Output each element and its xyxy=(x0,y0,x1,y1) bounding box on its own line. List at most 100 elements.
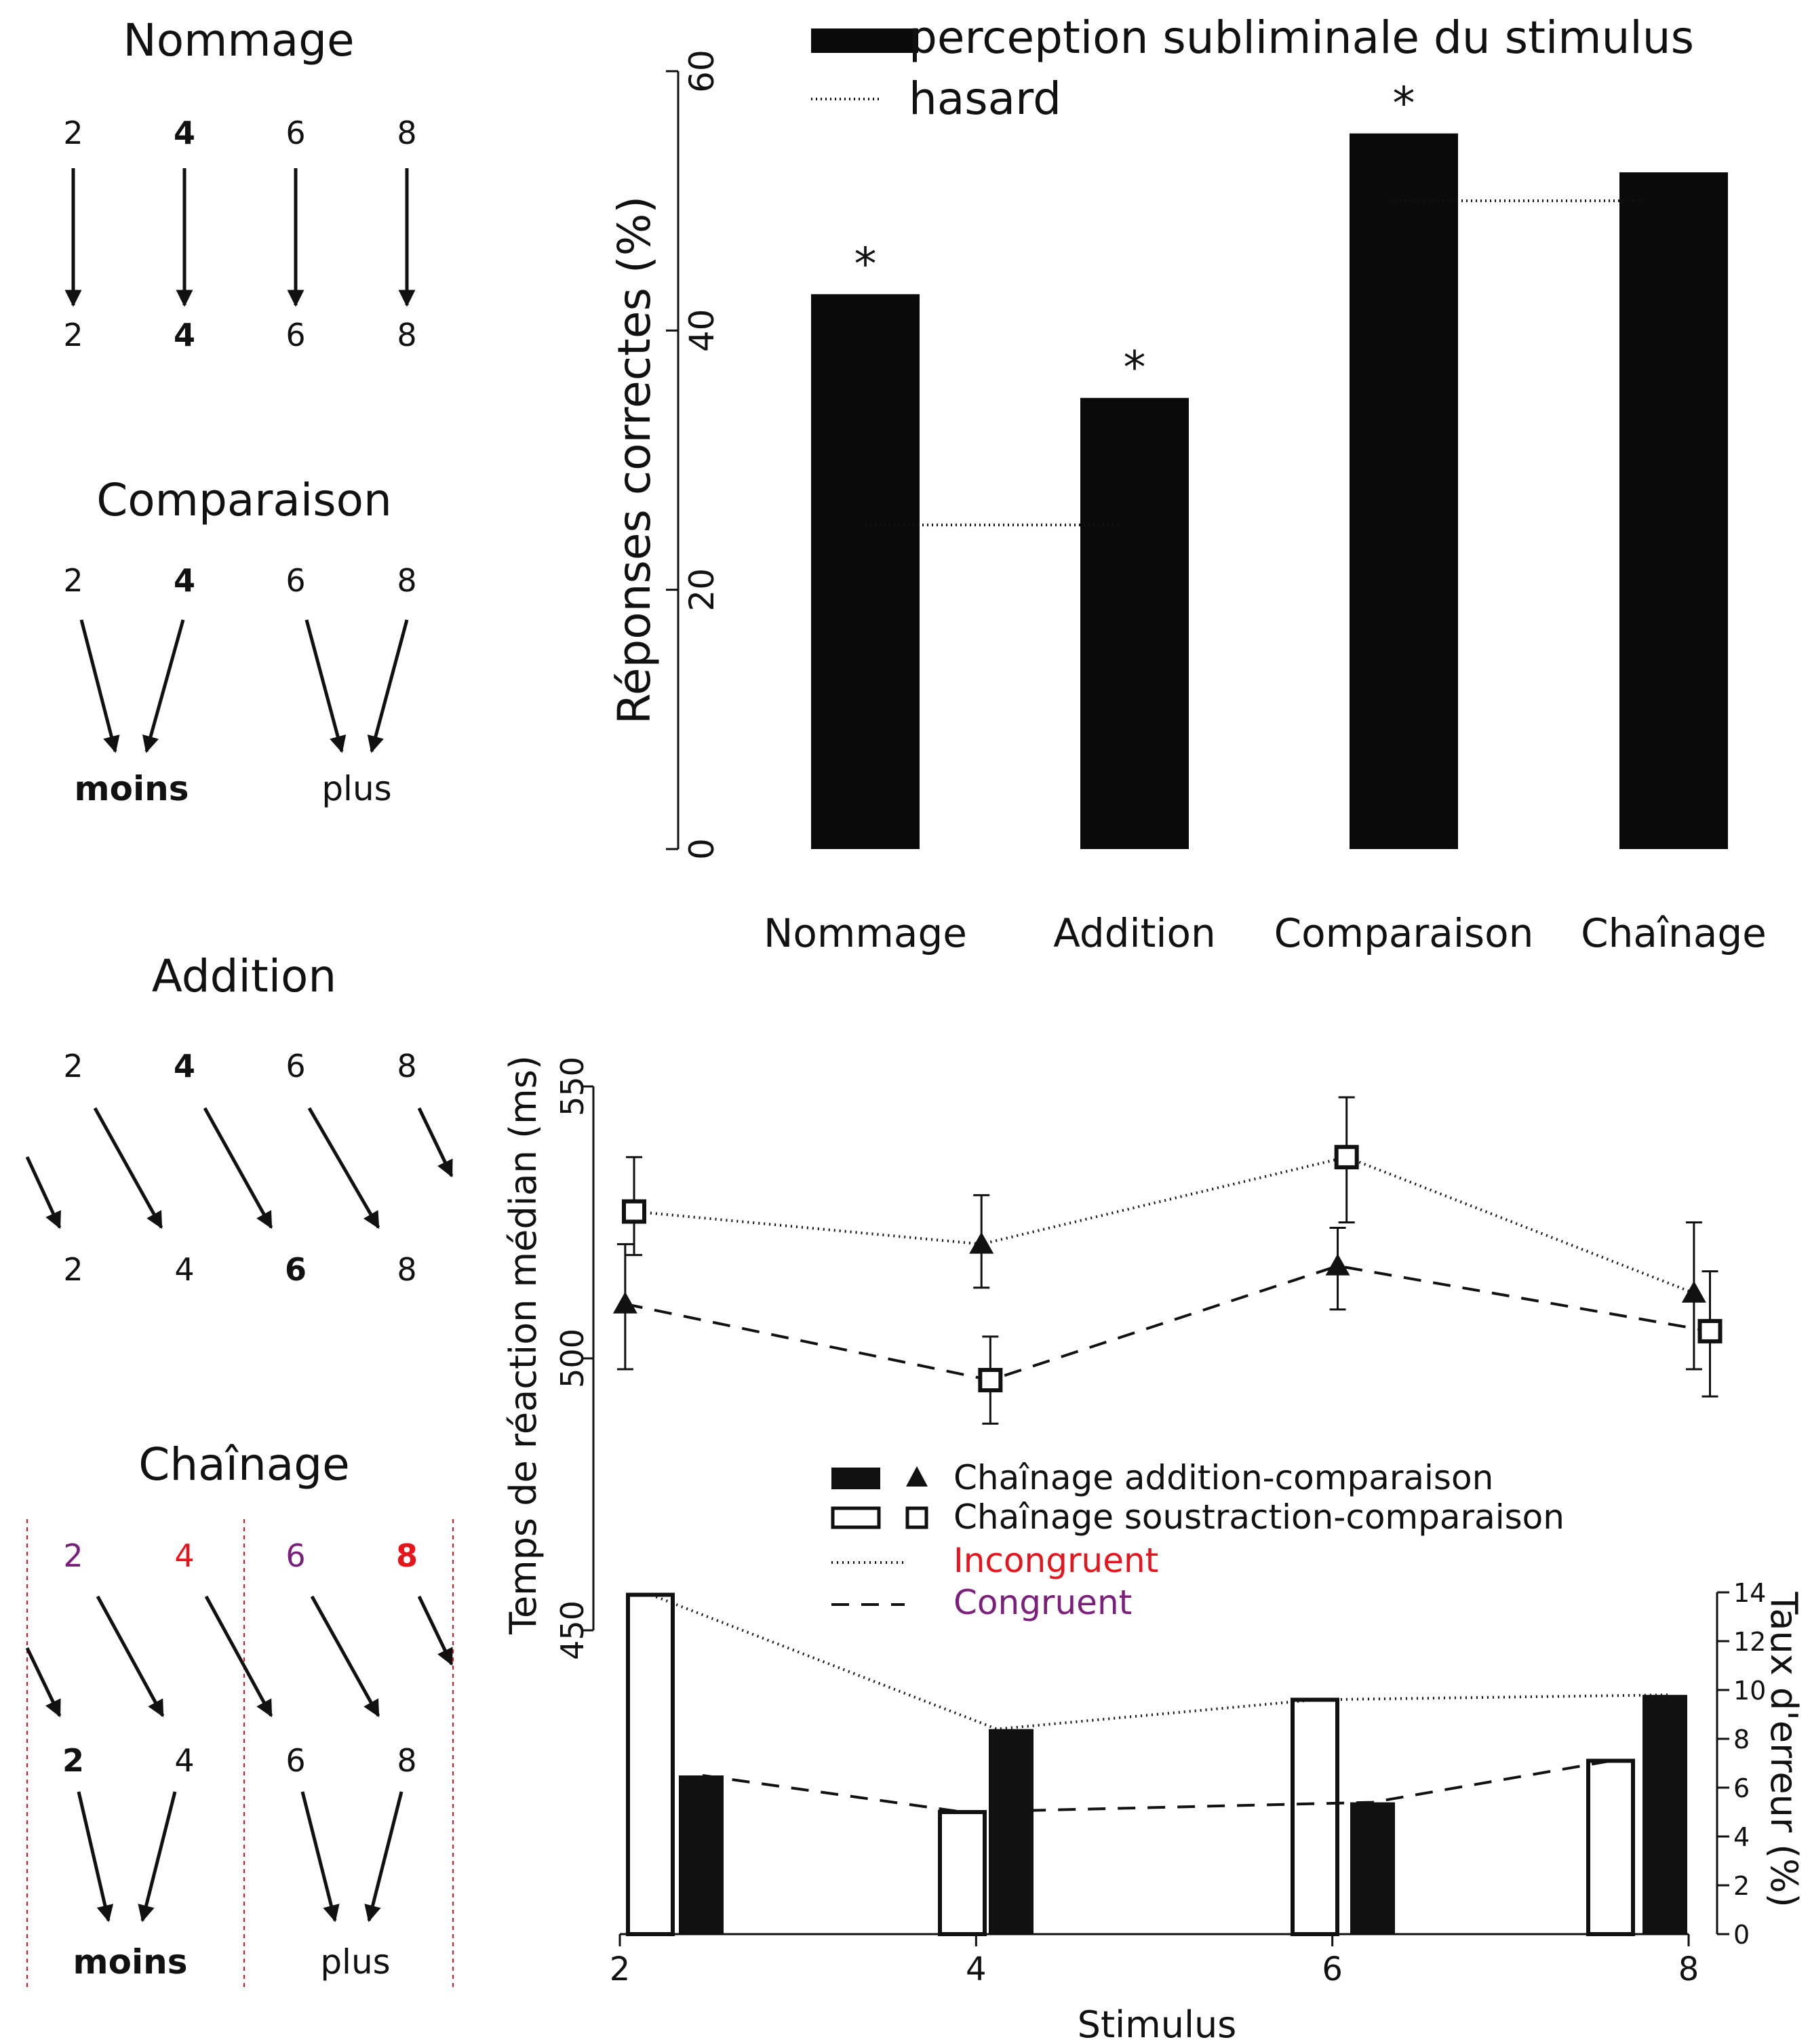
diagram-title: Comparaison xyxy=(96,474,392,526)
error-bar-black xyxy=(1350,1802,1395,1934)
legend-label-chance: hasard xyxy=(909,73,1061,125)
error-bar-white xyxy=(1291,1697,1339,1936)
rt-y-axis-label: Temps de réaction médian (ms) xyxy=(502,1055,545,1635)
err-y-tick-label: 0 xyxy=(1733,1920,1750,1950)
diagram-nommage: Nommage 2 4 6 8 2 4 6 8 xyxy=(63,14,416,353)
legend-label: Chaînage addition-comparaison xyxy=(953,1458,1493,1497)
err-y-tick-label: 14 xyxy=(1733,1578,1766,1608)
bar xyxy=(1080,397,1189,849)
significance-star: * xyxy=(1124,342,1146,394)
legend-swatch-bar xyxy=(811,28,918,53)
x-axis-label: Stimulus xyxy=(1078,2003,1237,2044)
dotted-rt-line xyxy=(633,1156,1695,1295)
x-tick-label: Addition xyxy=(1053,910,1216,956)
triangle-marker xyxy=(612,1291,637,1314)
arrow xyxy=(367,619,409,753)
y-axis-label: Réponses correctes (%) xyxy=(608,196,661,724)
top-label: 2 xyxy=(63,115,83,151)
bottom-label: moins xyxy=(75,769,189,808)
legend-label: Chaînage soustraction-comparaison xyxy=(953,1497,1565,1537)
y-tick-label: 60 xyxy=(682,50,722,93)
diagram-addition: Addition 2 4 6 8 2 4 6 8 xyxy=(25,950,454,1288)
arrow xyxy=(300,1791,340,1923)
arrow xyxy=(79,619,120,753)
middle-label: 2 xyxy=(62,1742,84,1779)
arrow xyxy=(307,1107,380,1230)
top-label: 6 xyxy=(286,1537,305,1574)
x-tick-label: 6 xyxy=(1322,1950,1343,1988)
rt-y-tick-label: 450 xyxy=(554,1600,591,1660)
bottom-label: 6 xyxy=(285,1251,307,1288)
top-label: 2 xyxy=(63,562,83,599)
arrow xyxy=(417,1107,454,1178)
square-marker xyxy=(622,1199,647,1224)
middle-label: 4 xyxy=(174,1742,194,1779)
diagram-comparaison: Comparaison 2 4 6 8 moins plus xyxy=(63,474,416,808)
arrow xyxy=(142,619,185,753)
bottom-label: 2 xyxy=(63,1251,83,1288)
legend-swatch-black-bar xyxy=(831,1468,880,1489)
err-y-tick-label: 12 xyxy=(1733,1627,1766,1657)
top-label: 2 xyxy=(63,1537,83,1574)
err-y-axis-label: Taux d'erreur (%) xyxy=(1763,1591,1805,1907)
diagram-title: Addition xyxy=(152,950,337,1002)
triangle-marker xyxy=(1325,1253,1350,1276)
legend-label-bar: perception subliminale du stimulus xyxy=(909,12,1694,64)
accuracy-bar-chart: 0 20 40 60 Réponses correctes (%) * * * Nommage A… xyxy=(608,12,1767,956)
dashed-error-line xyxy=(702,1759,1612,1814)
top-label: 8 xyxy=(397,115,416,151)
square-marker xyxy=(1334,1145,1359,1170)
arrow xyxy=(364,1791,404,1923)
error-bar-black xyxy=(679,1775,724,1934)
arrow xyxy=(203,1107,273,1230)
bottom-label: 2 xyxy=(63,317,83,353)
significance-star: * xyxy=(1393,77,1415,130)
arrow xyxy=(417,1595,454,1666)
dotted-error-line xyxy=(650,1593,1669,1731)
rt-y-tick-label: 550 xyxy=(554,1057,591,1116)
arrow xyxy=(25,1156,62,1230)
y-tick-label: 40 xyxy=(682,309,722,353)
arrow xyxy=(25,1647,62,1718)
legend-swatch-white-bar xyxy=(831,1506,881,1529)
significance-star: * xyxy=(854,238,877,290)
error-bar-black xyxy=(1642,1695,1687,1934)
x-tick-label: 8 xyxy=(1678,1950,1699,1988)
bottom-label: 4 xyxy=(174,317,195,353)
x-tick-label: Chaînage xyxy=(1581,910,1767,956)
legend-label: Incongruent xyxy=(953,1541,1158,1580)
err-y-tick-label: 10 xyxy=(1733,1676,1766,1706)
top-label: 8 xyxy=(397,1048,416,1084)
y-tick-label: 20 xyxy=(682,568,722,612)
bar xyxy=(1350,133,1458,849)
arrow xyxy=(77,1791,114,1923)
top-label: 4 xyxy=(174,562,195,599)
bottom-label: 6 xyxy=(286,317,305,353)
top-label: 4 xyxy=(174,1537,194,1574)
arrow xyxy=(138,1791,177,1923)
bottom-label: 4 xyxy=(174,1251,194,1288)
top-label: 6 xyxy=(286,1048,305,1084)
triangle-marker xyxy=(969,1232,994,1254)
diagram-title: Chaînage xyxy=(138,1438,349,1491)
bottom-label: 8 xyxy=(397,1251,416,1288)
arrow xyxy=(204,1595,273,1718)
top-label: 4 xyxy=(174,115,195,151)
error-bar-white xyxy=(1586,1758,1635,1936)
err-y-tick-label: 4 xyxy=(1733,1822,1750,1852)
bottom-label: 8 xyxy=(397,317,416,353)
error-bar-black xyxy=(989,1729,1034,1934)
arrow xyxy=(310,1595,380,1718)
square-marker xyxy=(978,1368,1003,1393)
y-tick-label: 0 xyxy=(682,838,722,860)
diagram-chainage: Chaînage 2 4 6 8 2 4 6 8 moins plus xyxy=(25,1438,454,1987)
bar xyxy=(1619,172,1728,850)
err-y-tick-label: 6 xyxy=(1733,1773,1750,1803)
arrow xyxy=(96,1595,165,1718)
x-tick-label: Comparaison xyxy=(1274,910,1534,956)
top-label: 2 xyxy=(63,1048,83,1084)
top-label: 4 xyxy=(174,1048,195,1084)
